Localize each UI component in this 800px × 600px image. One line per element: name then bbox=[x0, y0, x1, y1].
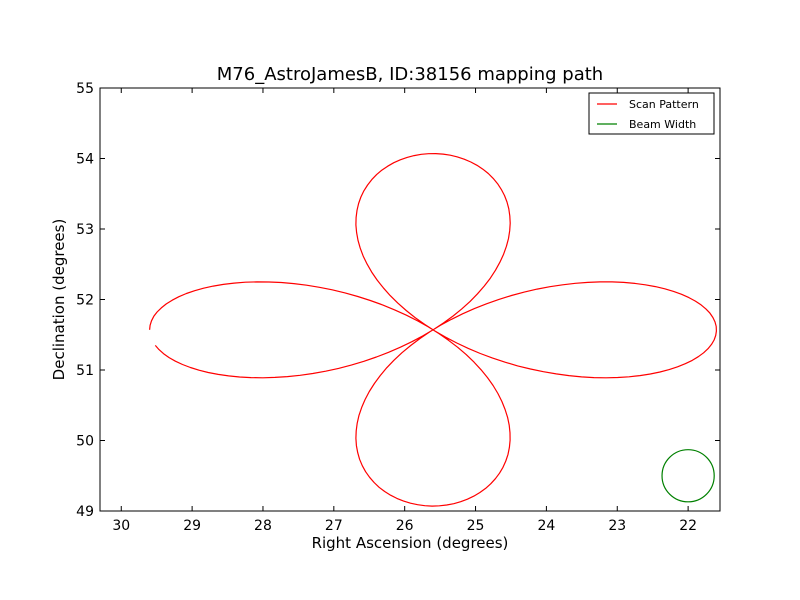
x-axis-ticks: 30 29 28 27 26 25 24 23 22 bbox=[112, 88, 697, 534]
y-tick-label: 54 bbox=[76, 152, 94, 168]
y-tick-label: 52 bbox=[76, 293, 94, 309]
plot-area bbox=[99, 87, 721, 512]
legend-label-scan-pattern: Scan Pattern bbox=[629, 98, 699, 111]
scan-pattern-line bbox=[149, 153, 717, 507]
x-tick-label: 25 bbox=[467, 518, 485, 534]
y-tick-label: 49 bbox=[76, 504, 94, 520]
y-tick-label: 50 bbox=[76, 434, 94, 450]
x-tick-label: 28 bbox=[254, 518, 272, 534]
x-tick-label: 24 bbox=[537, 518, 555, 534]
legend: Scan Pattern Beam Width bbox=[588, 92, 715, 135]
chart-title: M76_AstroJamesB, ID:38156 mapping path bbox=[217, 64, 603, 85]
x-tick-label: 23 bbox=[608, 518, 626, 534]
y-tick-label: 51 bbox=[76, 363, 94, 379]
x-tick-label: 22 bbox=[679, 518, 697, 534]
x-tick-label: 26 bbox=[396, 518, 414, 534]
y-tick-label: 55 bbox=[76, 81, 94, 97]
axes-background bbox=[100, 88, 720, 511]
x-tick-label: 27 bbox=[325, 518, 343, 534]
y-tick-label: 53 bbox=[76, 222, 94, 238]
x-axis-label: Right Ascension (degrees) bbox=[312, 534, 509, 552]
x-tick-label: 29 bbox=[183, 518, 201, 534]
y-axis-label: Declination (degrees) bbox=[50, 219, 68, 381]
beam-width-circle bbox=[661, 449, 715, 503]
x-tick-label: 30 bbox=[112, 518, 130, 534]
legend-box bbox=[588, 92, 715, 135]
y-axis-ticks: 49 50 51 52 53 54 55 bbox=[76, 81, 720, 520]
legend-label-beam-width: Beam Width bbox=[629, 118, 696, 131]
